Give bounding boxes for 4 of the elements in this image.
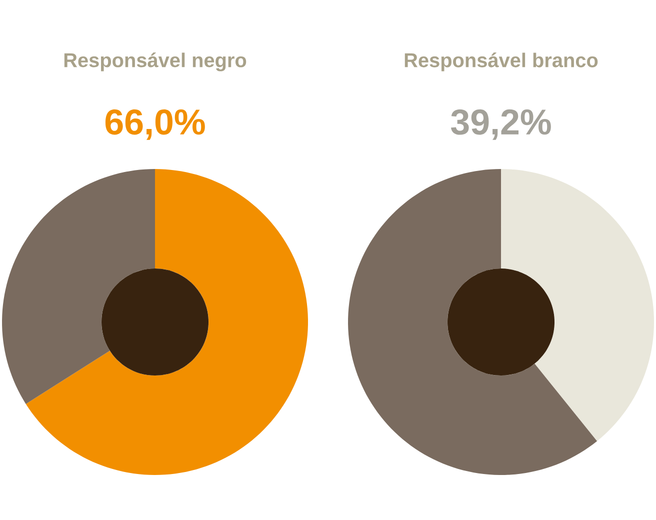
- data-label: 66,0%: [105, 109, 205, 140]
- chart-title: Responsável branco: [404, 52, 598, 72]
- chart-title: Responsável negro: [64, 52, 246, 72]
- data-label: 39,2%: [450, 109, 551, 140]
